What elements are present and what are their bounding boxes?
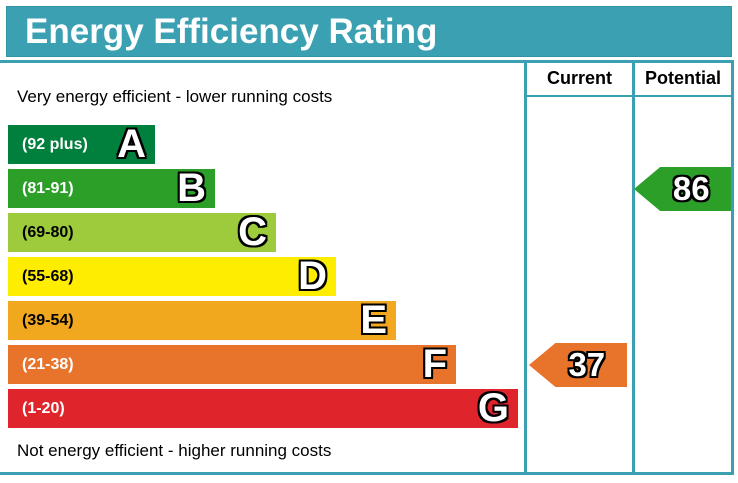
band-row: (1-20) G xyxy=(8,386,518,430)
potential-rating-value: 86 xyxy=(672,170,710,207)
band-range-label: (81-91) xyxy=(22,179,74,197)
band-row: (81-91) B xyxy=(8,166,215,210)
bottom-caption: Not energy efficient - higher running co… xyxy=(17,441,332,460)
current-rating-value: 37 xyxy=(568,346,606,383)
page-title: Energy Efficiency Rating xyxy=(25,11,438,51)
table-bottom-border xyxy=(0,472,734,475)
band-row: (69-80) C xyxy=(8,210,276,254)
potential-rating-arrow: 86 xyxy=(634,167,731,211)
current-rating-arrow: 37 xyxy=(529,343,627,387)
band-letter: G xyxy=(477,386,509,430)
header-underline xyxy=(524,95,734,97)
band-range-label: (39-54) xyxy=(22,311,74,329)
band-letter: D xyxy=(298,254,327,298)
current-column-header: Current xyxy=(546,68,612,88)
band-row: (92 plus) A xyxy=(8,122,155,166)
band-range-label: (69-80) xyxy=(22,223,74,241)
table-top-border xyxy=(0,60,734,63)
band-range-label: (21-38) xyxy=(22,355,74,373)
band-range-label: (55-68) xyxy=(22,267,74,285)
band-letter: B xyxy=(177,166,206,210)
current-column-divider xyxy=(524,60,527,475)
band-letter: F xyxy=(422,342,447,386)
band-letter: A xyxy=(117,122,146,166)
band-row: (55-68) D xyxy=(8,254,336,298)
title-bar: Energy Efficiency Rating xyxy=(6,6,732,57)
top-caption: Very energy efficient - lower running co… xyxy=(17,87,333,106)
potential-column-divider xyxy=(632,60,635,475)
band-range-label: (1-20) xyxy=(22,399,65,417)
bands-container: (92 plus) A (81-91) B (69-80) C (55-68) … xyxy=(8,122,518,433)
table-right-border xyxy=(731,60,734,475)
potential-column-header: Potential xyxy=(644,68,721,88)
band-range-label: (92 plus) xyxy=(22,135,88,153)
band-row: (21-38) F xyxy=(8,342,456,386)
band-row: (39-54) E xyxy=(8,298,396,342)
band-letter: C xyxy=(238,210,267,254)
band-letter: E xyxy=(360,298,387,342)
